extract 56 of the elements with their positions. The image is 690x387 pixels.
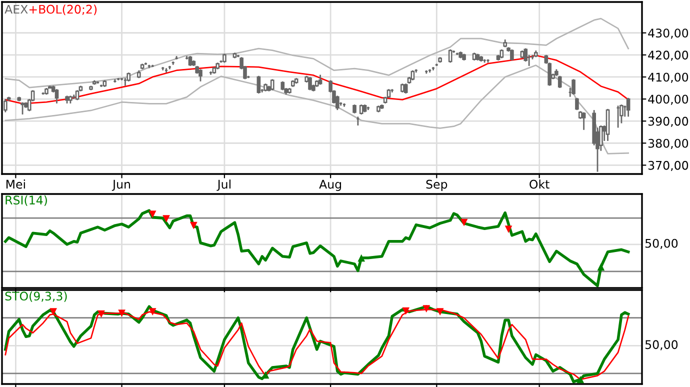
text: RSI(14) [6, 195, 47, 206]
text: AEX [4, 4, 28, 14]
x-tick-label: Aug [319, 180, 342, 191]
point [162, 215, 170, 222]
x-tick-label: Jun [112, 180, 130, 191]
line-series [4, 18, 630, 88]
point [148, 210, 156, 218]
candlestick [582, 112, 586, 131]
candlestick [572, 78, 576, 96]
candlestick [256, 75, 261, 94]
text: 50,00 [645, 340, 678, 350]
candlestick [620, 104, 624, 124]
x-tick-label: Jul [216, 180, 230, 191]
point [358, 254, 366, 262]
line-series [4, 64, 630, 154]
point [422, 305, 430, 312]
point [98, 310, 105, 318]
point [436, 308, 444, 316]
candlestick [4, 98, 8, 113]
candlestick [575, 97, 579, 111]
text: +BOL(20;2) [29, 4, 97, 16]
y-tick-label: 410,00 [648, 72, 688, 83]
candlestick [270, 78, 274, 91]
x-tick-label: Sep [426, 180, 448, 191]
point [460, 218, 468, 226]
candlestick [308, 76, 312, 91]
y-tick-label: 400,00 [648, 94, 688, 105]
point [50, 308, 58, 316]
series-label: STO(9,3,3) [5, 291, 67, 302]
candlestick [20, 102, 24, 116]
candlestick [318, 74, 322, 86]
candlestick [558, 75, 562, 89]
candlestick [359, 104, 364, 116]
text: 50,00 [645, 238, 678, 250]
x-tick-label: Mei [6, 180, 25, 189]
x-tick-label: Okt [530, 180, 550, 189]
point [148, 308, 156, 316]
y-tick-label: 430,00 [648, 28, 688, 39]
y-tick-label: 390,00 [648, 116, 688, 127]
candlestick [510, 48, 514, 62]
candlestick [54, 88, 59, 104]
y-tick-label: 420,00 [648, 50, 688, 61]
candlestick [75, 90, 80, 101]
point [504, 226, 512, 234]
candlestick [448, 48, 452, 64]
point [190, 222, 198, 230]
candlestick [626, 97, 630, 118]
candlestick [524, 48, 528, 62]
candlestick [198, 68, 202, 82]
point [118, 310, 126, 317]
y-tick-label: 370,00 [648, 160, 688, 172]
point [597, 263, 605, 271]
y-tick-label: 380,00 [648, 138, 688, 149]
point [576, 376, 584, 384]
candlestick [410, 70, 415, 81]
point [402, 307, 410, 315]
